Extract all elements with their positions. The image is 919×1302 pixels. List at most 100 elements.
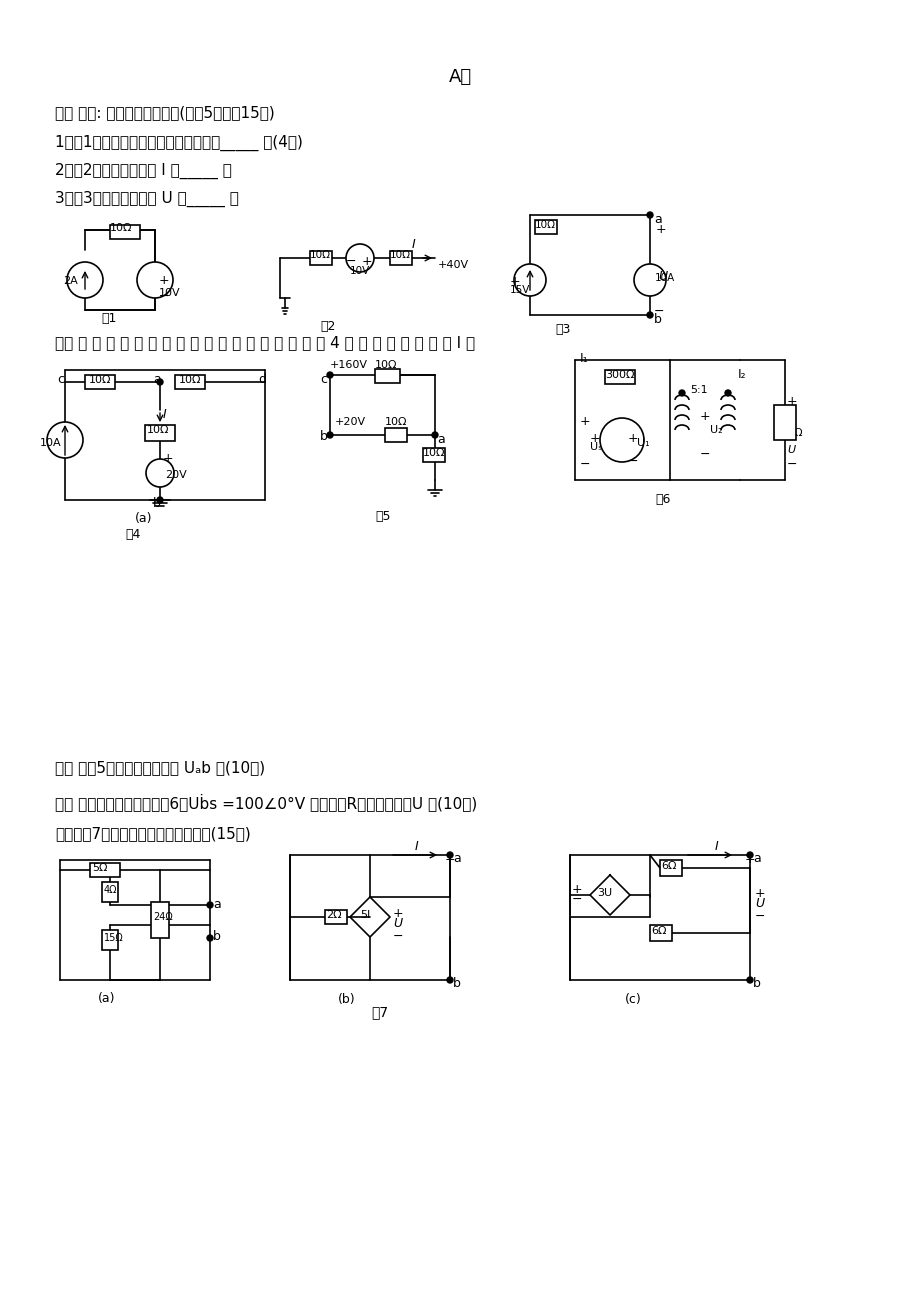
Text: (c): (c) [624, 993, 641, 1006]
Text: 二、 分 别 用 节 点 法 、 网 孔 法 和 戴 维 南 定 理 求 图 4 所 示 电 路 中 的 电 流 I 。: 二、 分 别 用 节 点 法 、 网 孔 法 和 戴 维 南 定 理 求 图 4… [55, 335, 474, 350]
Text: 图4: 图4 [125, 529, 141, 542]
Text: I₁: I₁ [579, 352, 588, 365]
Text: +: + [628, 432, 638, 445]
Text: 三、 求图5所示电路中的电压 Uₐb 。(10分): 三、 求图5所示电路中的电压 Uₐb 。(10分) [55, 760, 265, 775]
Text: I₂: I₂ [737, 368, 746, 381]
Text: R: R [786, 415, 794, 424]
Text: 四、 含理想变压器电路如图6，Uḃs =100∠0°V ，求负载R上电压有效值U 。(10分): 四、 含理想变压器电路如图6，Uḃs =100∠0°V ，求负载R上电压有效值U… [55, 793, 477, 811]
Text: −: − [572, 893, 582, 906]
Text: A卷: A卷 [448, 68, 471, 86]
Text: 4Ω: 4Ω [104, 885, 118, 894]
Text: 3、图3所示电路中电流 U 为_____ 。: 3、图3所示电路中电流 U 为_____ 。 [55, 191, 239, 207]
Text: (a): (a) [98, 992, 116, 1005]
Text: 10A: 10A [654, 273, 675, 283]
Text: +: + [163, 452, 174, 465]
Bar [535, 220, 556, 234]
Circle shape [346, 243, 374, 272]
Circle shape [447, 976, 452, 983]
Circle shape [746, 976, 752, 983]
Text: +: + [786, 395, 797, 408]
Text: −: − [653, 305, 664, 318]
Text: 图5: 图5 [375, 510, 390, 523]
Text: 6Ω: 6Ω [660, 861, 675, 871]
Circle shape [633, 264, 665, 296]
Text: U: U [754, 897, 764, 910]
Text: a: a [653, 214, 661, 227]
Circle shape [207, 902, 213, 907]
Text: a: a [752, 852, 760, 865]
Text: 2、图2所示电路中电流 I 为_____ 。: 2、图2所示电路中电流 I 为_____ 。 [55, 163, 232, 180]
Text: 1、图1所示电路中理想电流源的功率为_____ 。(4分): 1、图1所示电路中理想电流源的功率为_____ 。(4分) [55, 135, 302, 151]
Circle shape [599, 418, 643, 462]
Circle shape [678, 391, 685, 396]
Text: −: − [579, 458, 590, 471]
Text: 图7: 图7 [371, 1005, 388, 1019]
Circle shape [137, 262, 173, 298]
Bar [145, 424, 175, 441]
Text: I: I [163, 408, 166, 421]
Text: 5:1: 5:1 [689, 385, 707, 395]
Bar [102, 881, 118, 902]
Text: +: + [509, 275, 520, 288]
Text: b: b [320, 430, 327, 443]
Circle shape [746, 852, 752, 858]
Text: 10Ω: 10Ω [179, 375, 201, 385]
Text: I: I [412, 238, 415, 251]
Text: 15V: 15V [509, 285, 529, 296]
Text: 5Ω: 5Ω [92, 863, 108, 874]
Text: a: a [452, 852, 460, 865]
Text: 10Ω: 10Ω [147, 424, 169, 435]
Text: 6Ω: 6Ω [651, 926, 665, 936]
Text: 10Ω: 10Ω [535, 220, 555, 230]
Circle shape [432, 432, 437, 437]
Bar [650, 924, 671, 941]
Circle shape [447, 852, 452, 858]
Text: b: b [153, 497, 161, 510]
Text: +40V: +40V [437, 260, 469, 270]
Bar [102, 930, 118, 950]
Circle shape [326, 432, 333, 437]
Text: c: c [57, 372, 64, 385]
Bar [175, 375, 205, 389]
Text: 图6: 图6 [654, 493, 670, 506]
Text: 10Ω: 10Ω [390, 250, 411, 260]
Text: U: U [786, 445, 794, 454]
Text: +: + [392, 907, 403, 921]
Text: −: − [786, 458, 797, 471]
Text: −: − [628, 454, 638, 467]
Text: 10V: 10V [159, 288, 180, 298]
Bar [90, 863, 119, 878]
Bar [85, 375, 115, 389]
Circle shape [514, 264, 545, 296]
Circle shape [326, 372, 333, 378]
Text: +: + [699, 410, 709, 423]
Circle shape [157, 379, 163, 385]
Text: 10Ω: 10Ω [310, 250, 331, 260]
Text: c: c [320, 372, 326, 385]
Text: +160V: +160V [330, 359, 368, 370]
Text: b: b [752, 976, 760, 990]
Circle shape [47, 422, 83, 458]
Text: 5I: 5I [359, 910, 369, 921]
Text: +: + [572, 883, 582, 896]
Circle shape [207, 935, 213, 941]
Text: 20V: 20V [165, 470, 187, 480]
Text: b: b [213, 930, 221, 943]
Text: 10Ω: 10Ω [423, 448, 445, 458]
Bar [659, 861, 681, 876]
Text: U₂: U₂ [709, 424, 721, 435]
Text: b: b [653, 312, 661, 326]
Text: (b): (b) [337, 993, 356, 1006]
Text: +: + [744, 853, 754, 866]
Text: −: − [699, 448, 709, 461]
Bar [390, 251, 412, 266]
Text: −: − [346, 255, 357, 268]
Circle shape [146, 460, 174, 487]
Text: b: b [452, 976, 460, 990]
Bar [310, 251, 332, 266]
Circle shape [67, 262, 103, 298]
Text: 15Ω: 15Ω [104, 934, 124, 943]
Text: 2A: 2A [62, 276, 78, 286]
Text: a: a [437, 434, 444, 447]
Bar [110, 225, 140, 240]
